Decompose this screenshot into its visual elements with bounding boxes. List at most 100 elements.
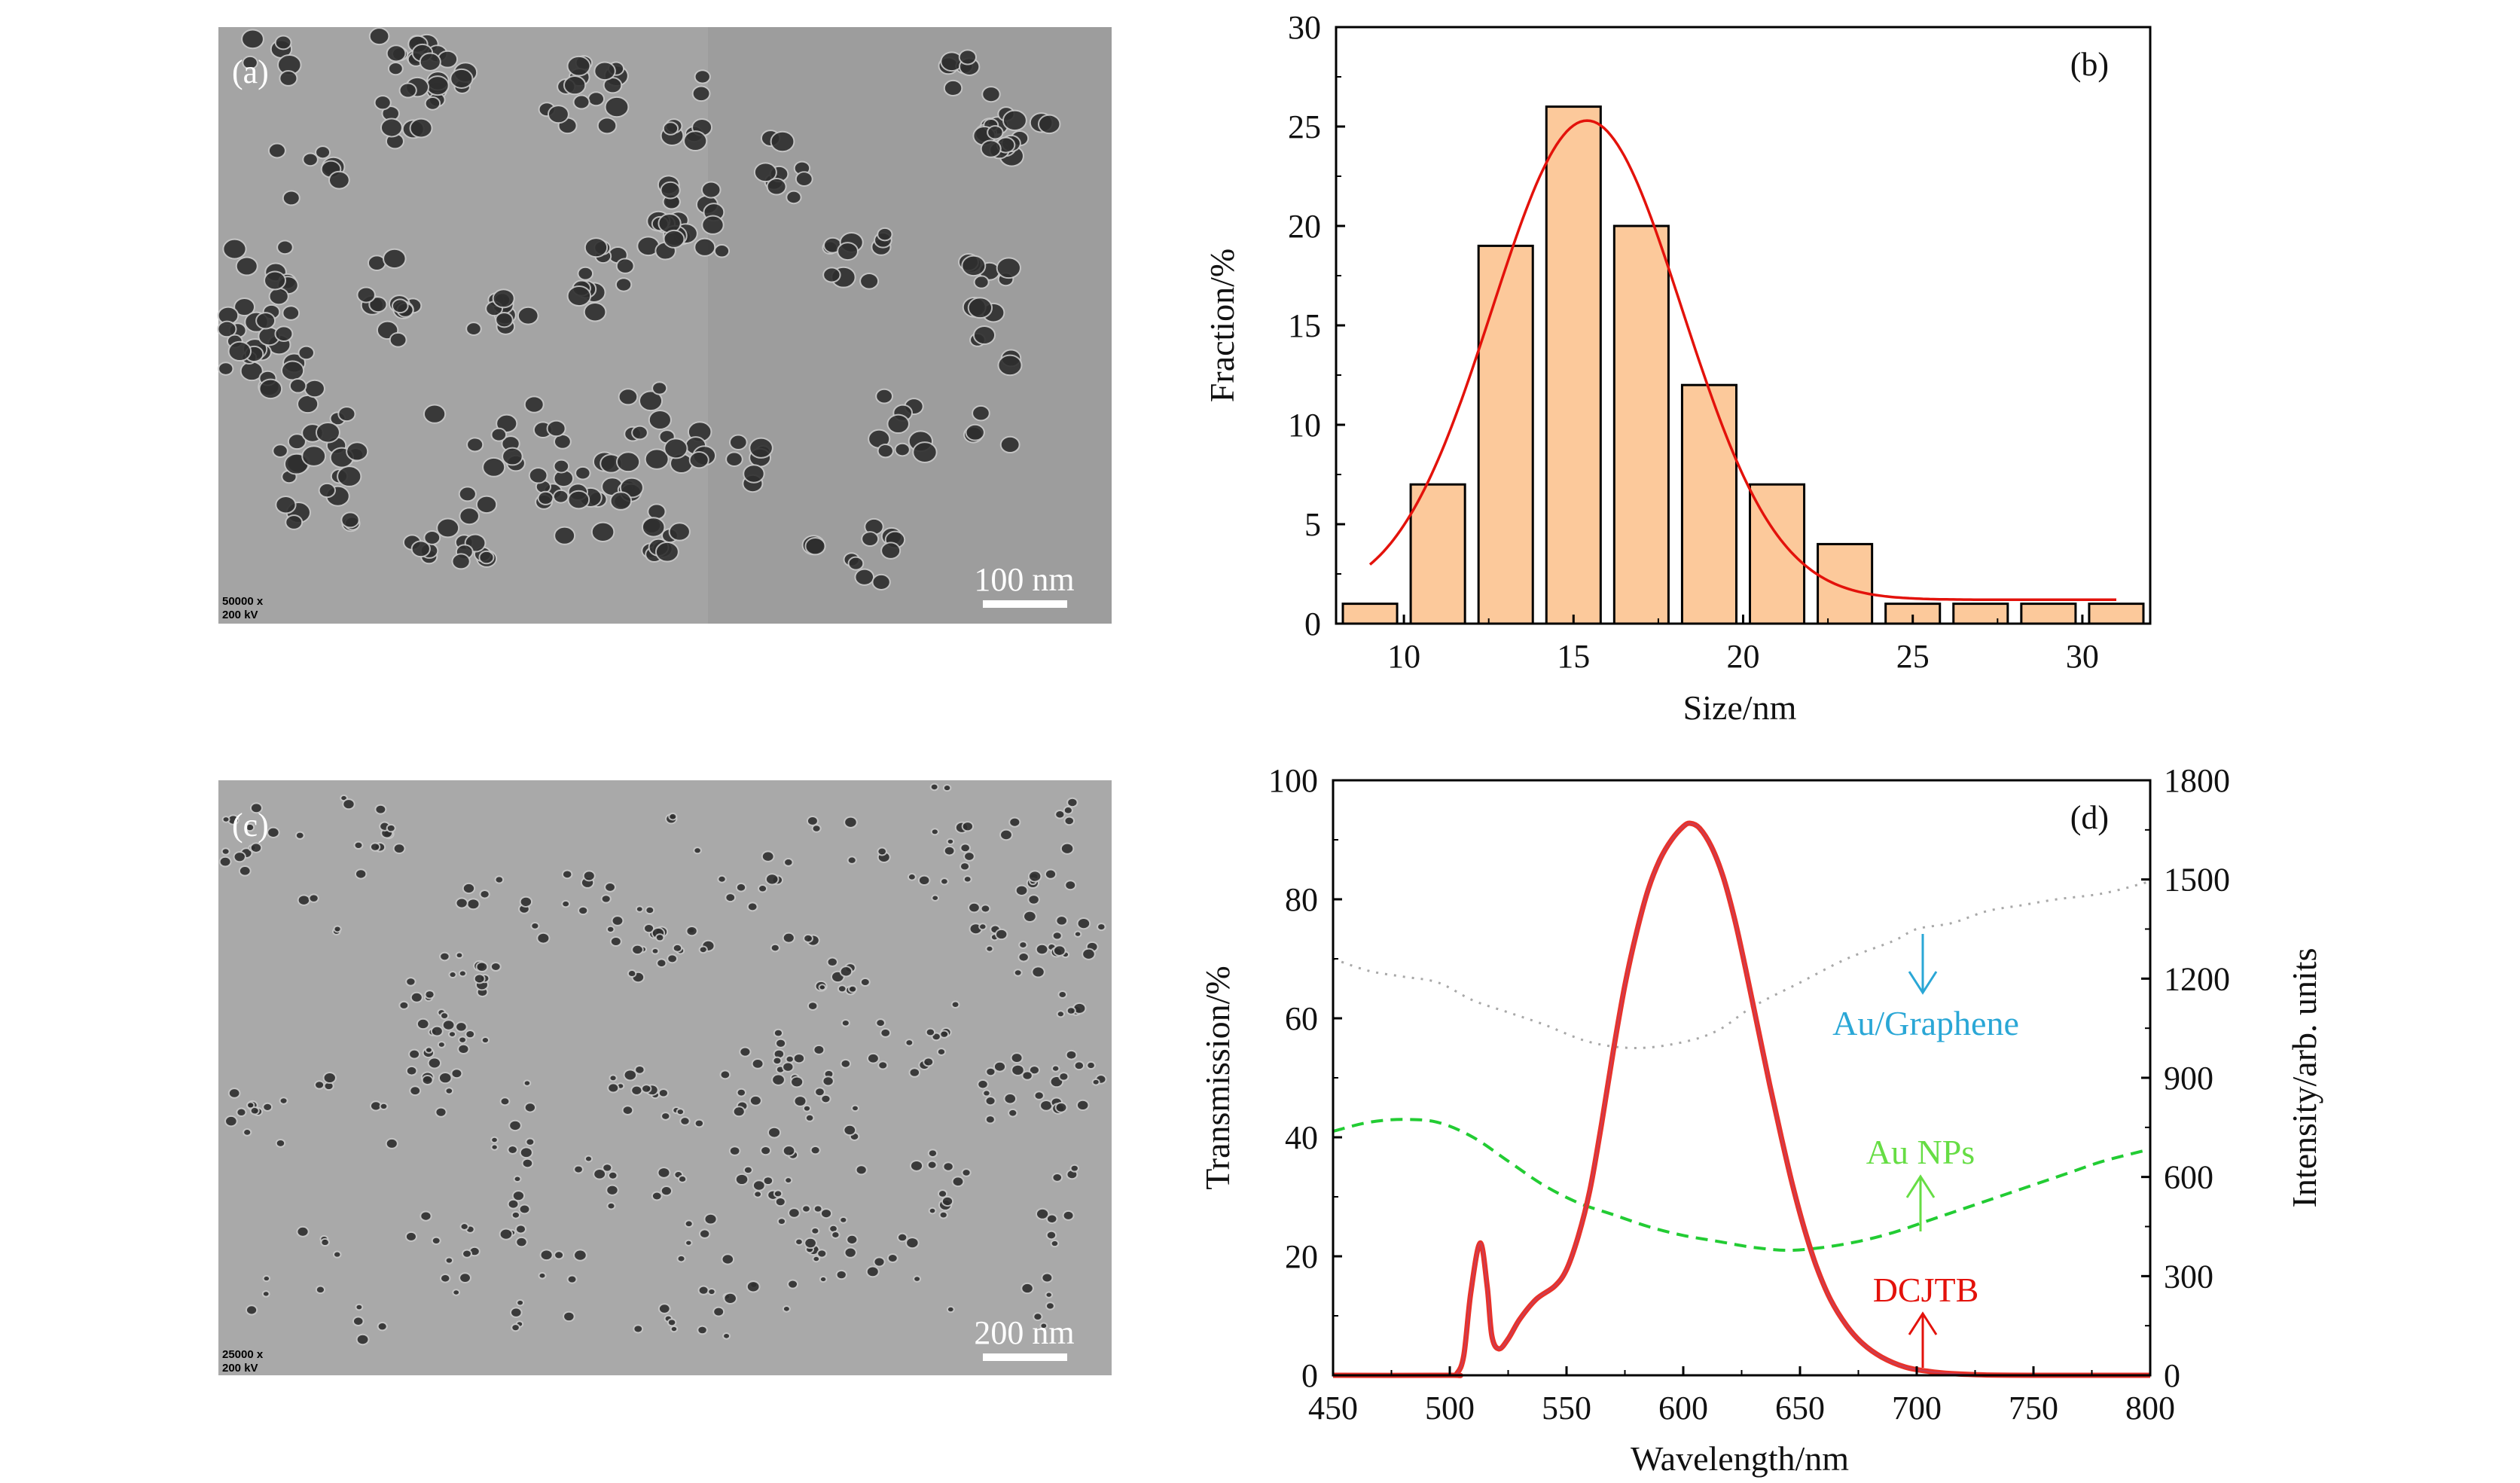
nanoparticle	[297, 345, 315, 361]
nanoparticle	[865, 1265, 880, 1278]
nanoparticle	[615, 277, 633, 292]
nanoparticle	[340, 511, 360, 529]
nanoparticle	[967, 297, 993, 319]
nanoparticle	[859, 272, 880, 290]
nanoparticle	[662, 121, 679, 136]
nanoparticle	[387, 62, 404, 76]
nanoparticle	[1062, 1210, 1075, 1221]
nanoparticle	[804, 537, 826, 556]
nanoparticle	[459, 1222, 469, 1231]
nanoparticle	[296, 1225, 310, 1237]
nanoparticle	[946, 1305, 955, 1314]
nanoparticle	[241, 29, 264, 50]
nanoparticle	[676, 1108, 685, 1116]
x-tick-label: 500	[1425, 1390, 1475, 1427]
nanoparticle	[951, 1176, 965, 1188]
nanoparticle	[963, 851, 975, 862]
nanoparticle	[847, 856, 857, 865]
nanoparticle	[249, 1106, 260, 1115]
nanoparticle	[490, 1143, 499, 1151]
nanoparticle	[528, 467, 548, 484]
nanoparticle	[233, 851, 246, 863]
y-right-tick-label: 300	[2164, 1258, 2213, 1295]
nanoparticle	[1041, 1272, 1054, 1283]
nanoparticle	[651, 1191, 663, 1201]
nanoparticle	[502, 447, 523, 466]
nanoparticle	[352, 1316, 365, 1327]
nanoparticle	[490, 962, 502, 972]
nanoparticle	[246, 1101, 255, 1109]
nanoparticle	[854, 568, 875, 586]
nanoparticle	[773, 1189, 783, 1198]
nanoparticle	[374, 95, 392, 111]
histogram-bar	[1545, 105, 1602, 625]
nanoparticle	[276, 240, 294, 255]
nanoparticle	[1044, 868, 1057, 880]
nanoparticle	[623, 1069, 638, 1082]
nanoparticle	[217, 320, 237, 338]
nanoparticle	[839, 966, 853, 978]
nanoparticle	[968, 902, 981, 914]
nanoparticle	[262, 1274, 271, 1283]
series	[1332, 820, 2151, 1378]
nanoparticle	[651, 947, 660, 955]
nanoparticle	[965, 423, 985, 441]
nanoparticle	[249, 842, 263, 853]
nanoparticle	[419, 52, 441, 72]
nanoparticle	[462, 882, 476, 895]
nanoparticle	[837, 242, 859, 261]
nanoparticle	[1086, 1060, 1096, 1070]
nanoparticle	[810, 1226, 820, 1235]
scale-bar	[983, 600, 1067, 608]
y-tick-label: 20	[1285, 1238, 1318, 1275]
nanoparticle	[728, 1146, 741, 1156]
nanoparticle	[523, 1102, 537, 1113]
nanoparticle	[775, 1038, 787, 1048]
nanoparticle	[262, 1102, 273, 1112]
nanoparticle	[981, 86, 1001, 103]
nanoparticle	[685, 1239, 693, 1247]
nanoparticle	[333, 925, 342, 933]
nanoparticle	[1021, 1070, 1033, 1081]
size-histogram: 10 15 20 25 30 0 5 10 15 20 25 30 (b) Size/nm Fract…	[1203, 9, 2152, 727]
nanoparticle	[844, 816, 858, 828]
nanoparticle	[654, 933, 665, 942]
nanoparticle	[459, 1272, 471, 1283]
nanoparticle	[546, 420, 566, 438]
nanoparticle	[314, 1080, 325, 1090]
nanoparticle	[835, 1269, 847, 1280]
nanoparticle	[458, 1036, 467, 1044]
nanoparticle	[410, 991, 423, 1003]
y-tick-label: 40	[1285, 1119, 1318, 1156]
nanoparticle	[950, 1000, 960, 1009]
nanoparticle	[873, 1256, 886, 1268]
nanoparticle	[1017, 952, 1030, 963]
nanoparticle	[437, 50, 459, 69]
nanoparticle	[490, 427, 508, 442]
nanoparticle	[513, 1175, 522, 1183]
nanoparticle	[1011, 1063, 1025, 1076]
nanoparticle	[938, 1210, 948, 1219]
nanoparticle	[577, 266, 594, 281]
nanoparticle	[795, 1237, 804, 1246]
x-tick-label: 15	[1557, 638, 1590, 675]
nanoparticle	[602, 1163, 613, 1173]
transmission-emission-chart: 450 500 550 600 650 700 750 8000204060801000300…	[1198, 762, 2323, 1478]
y-tick-label: 100	[1268, 762, 1318, 799]
nanoparticle	[275, 1138, 286, 1148]
nanoparticle	[410, 540, 431, 558]
nanoparticle	[409, 1085, 422, 1097]
nanoparticle	[813, 1044, 825, 1055]
nanoparticle	[409, 117, 433, 139]
nanoparticle	[676, 1254, 686, 1263]
histogram-bar	[2088, 603, 2145, 625]
nanoparticle	[806, 815, 819, 826]
nanoparticle	[908, 1067, 921, 1078]
nanoparticle	[452, 1289, 461, 1296]
nanoparticle	[435, 1106, 447, 1118]
nanoparticle	[782, 932, 795, 944]
nanoparticle	[583, 301, 607, 322]
nanoparticle	[609, 935, 622, 947]
nanoparticle	[444, 1256, 454, 1265]
histogram-bar	[1680, 383, 1737, 625]
